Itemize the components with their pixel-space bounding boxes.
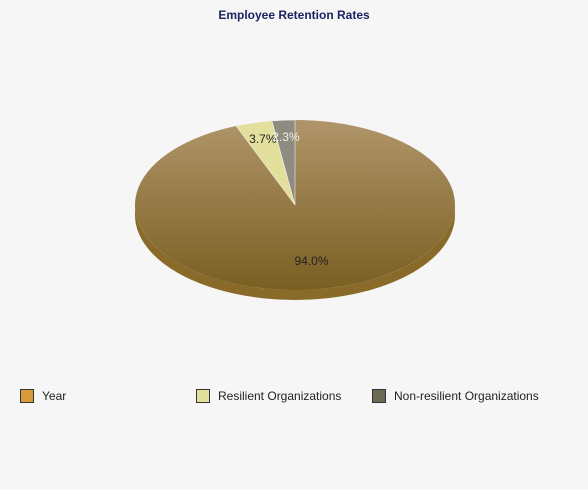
legend-label-year: Year: [42, 389, 67, 403]
pie-slices: [135, 119, 456, 290]
chart-title: Employee Retention Rates: [218, 8, 370, 22]
legend-item-resilient[interactable]: Resilient Organizations: [196, 389, 341, 403]
legend-swatch-non-resilient: [372, 389, 386, 403]
pie-label-year: 94.0%: [294, 254, 328, 268]
legend-swatch-year: [20, 389, 34, 403]
legend-label-non-resilient: Non-resilient Organizations: [394, 389, 539, 403]
legend-swatch-resilient: [196, 389, 210, 403]
pie-label-non-resilient: 2.3%: [272, 130, 300, 144]
legend-item-non-resilient[interactable]: Non-resilient Organizations: [372, 389, 539, 403]
legend: Year Resilient Organizations Non-resilie…: [0, 389, 588, 409]
legend-item-year[interactable]: Year: [20, 389, 66, 403]
pie-labels: 94.0% 3.7%2.3%: [249, 130, 329, 268]
pie-label-resilient: 3.7%: [249, 132, 277, 146]
pie-slice-non-resilient[interactable]: [271, 119, 296, 206]
legend-label-resilient: Resilient Organizations: [218, 389, 342, 403]
